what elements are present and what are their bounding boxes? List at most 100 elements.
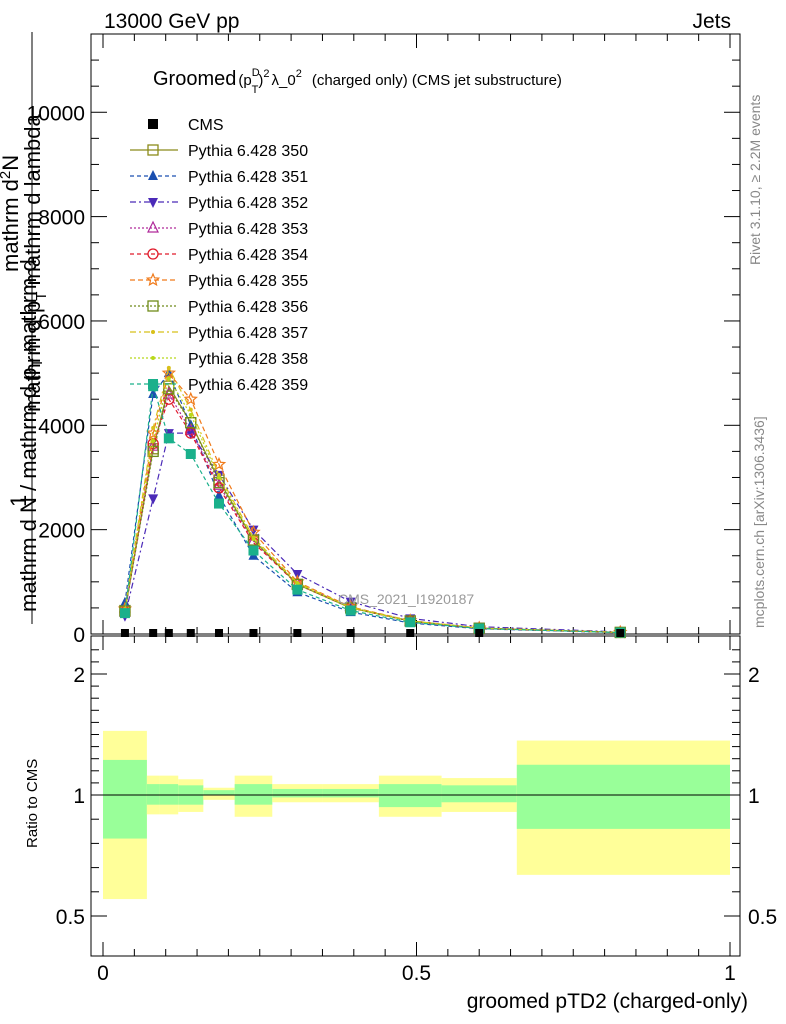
legend-label: Pythia 6.428 357: [188, 325, 308, 342]
series-point: [148, 494, 159, 505]
plot-title: Groomed (pD T)2 λ_02 (charged only) (CMS jet…: [153, 67, 562, 96]
svg-text:mathrm d pT mathrm d lambda: mathrm d pT mathrm d lambda: [20, 114, 50, 412]
ratio-band-green: [272, 788, 323, 798]
ratio-y-tick-label: 0.5: [56, 906, 85, 929]
series-line: [124, 371, 621, 634]
main-y-axis-label: mathrm d N / mathrm d pT mathrm d 1 math…: [0, 32, 50, 624]
cms-point: [475, 629, 484, 637]
x-axis-label: groomed pTD2 (charged-only): [467, 990, 748, 1013]
series-point: [185, 449, 196, 459]
ratio-band-green: [516, 764, 730, 829]
legend-marker: [148, 379, 158, 389]
series-line: [124, 385, 621, 634]
cms-point: [186, 629, 195, 637]
legend: CMS Pythia 6.428 350 Pythia 6.428 351 Pythi…: [130, 117, 308, 394]
legend-label: Pythia 6.428 350: [188, 143, 308, 160]
series-point: [183, 391, 198, 406]
cms-point: [149, 629, 158, 637]
series-point: [188, 412, 193, 417]
ratio-band-green: [103, 759, 147, 839]
legend-marker: [147, 248, 159, 260]
series-point: [162, 386, 175, 399]
legend-marker: [148, 119, 158, 129]
ratio-y-tick-label-right: 2: [748, 664, 760, 687]
legend-item: Pythia 6.428 351: [130, 169, 308, 186]
cms-point: [616, 629, 625, 637]
ratio-band-green: [441, 785, 517, 803]
legend-marker: [151, 330, 155, 334]
ratio-band-green: [234, 784, 273, 805]
legend-label: Pythia 6.428 355: [188, 273, 308, 290]
ratio-plot-frame: [90, 635, 741, 957]
cms-point: [406, 629, 415, 637]
analysis-watermark: CMS_2021_I1920187: [338, 591, 474, 607]
cms-point: [164, 629, 173, 637]
legend-item: Pythia 6.428 355: [130, 272, 308, 290]
legend-item: Pythia 6.428 352: [130, 195, 308, 212]
series-point: [405, 617, 416, 628]
main-plot-frame: [90, 33, 741, 635]
legend-item: Pythia 6.428 357: [130, 325, 308, 342]
series-point: [213, 489, 224, 500]
series-point: [216, 475, 221, 480]
series-point: [145, 425, 161, 440]
series-point: [166, 365, 171, 370]
x-tick-label: 0: [97, 962, 109, 985]
ratio-y-tick-label-right: 1: [748, 785, 760, 808]
header-left: 13000 GeV pp: [104, 10, 239, 33]
series-point: [151, 425, 156, 430]
series-point: [163, 433, 174, 444]
series-point: [119, 608, 130, 619]
x-tick-label: 0.5: [402, 962, 431, 985]
legend-label: Pythia 6.428 354: [188, 247, 308, 264]
series-point: [474, 623, 485, 634]
legend-marker: [148, 170, 158, 180]
series-point: [247, 534, 260, 546]
legend-item: Pythia 6.428 358: [130, 351, 308, 368]
legend-marker: [147, 300, 159, 312]
cms-point: [214, 629, 223, 637]
y-tick-label: 0: [73, 624, 85, 647]
cms-data-points: [120, 629, 625, 637]
header-right: Jets: [692, 10, 731, 33]
svg-text:mathrm d N / mathrm d pT mathr: mathrm d N / mathrm d pT mathrm d: [16, 259, 46, 612]
legend-label: Pythia 6.428 351: [188, 169, 308, 186]
series-point: [147, 445, 159, 458]
legend-label: Pythia 6.428 353: [188, 221, 308, 238]
legend-marker: [145, 272, 161, 287]
ratio-band-green: [146, 784, 160, 805]
series-point: [161, 365, 177, 380]
legend-marker: [148, 198, 158, 208]
y-tick-label: 2000: [38, 520, 85, 543]
series-point: [251, 537, 256, 542]
ratio-band-green: [203, 790, 235, 795]
ratio-y-tick-label: 2: [73, 664, 85, 687]
series-point: [248, 545, 259, 556]
series-point: [151, 438, 156, 443]
svg-text:mathrm d2N: mathrm d2N: [0, 155, 23, 272]
ratio-band-green: [322, 788, 379, 798]
legend-item: Pythia 6.428 350: [130, 143, 308, 160]
ratio-bands: [103, 730, 730, 900]
legend-item: Pythia 6.428 354: [130, 247, 308, 264]
legend-item: Pythia 6.428 356: [130, 299, 308, 316]
legend-item: CMS: [148, 117, 224, 134]
svg-text:1: 1: [6, 495, 31, 507]
cms-point: [293, 629, 302, 637]
ratio-y-tick-label-right: 0.5: [748, 906, 777, 929]
y-tick-label: 6000: [38, 311, 85, 334]
ratio-band-green: [378, 784, 442, 808]
series-point: [185, 417, 197, 429]
series-10: [119, 381, 626, 638]
svg-text:Groomed(pDT)2λ_02(charged only: Groomed (pD T)2 λ_02 (charged only) (CMS jet…: [153, 67, 562, 96]
legend-label: Pythia 6.428 359: [188, 377, 308, 394]
x-tick-label: 1: [724, 962, 736, 985]
main-axes: 0 2000 4000 6000 8000 10000: [27, 34, 740, 647]
series-point: [345, 605, 356, 616]
ratio-y-tick-label: 1: [73, 785, 85, 808]
legend-label: Pythia 6.428 358: [188, 351, 308, 368]
y-tick-label: 10000: [27, 102, 85, 125]
y-tick-label: 8000: [38, 207, 85, 230]
legend-item: Pythia 6.428 359: [130, 377, 308, 394]
